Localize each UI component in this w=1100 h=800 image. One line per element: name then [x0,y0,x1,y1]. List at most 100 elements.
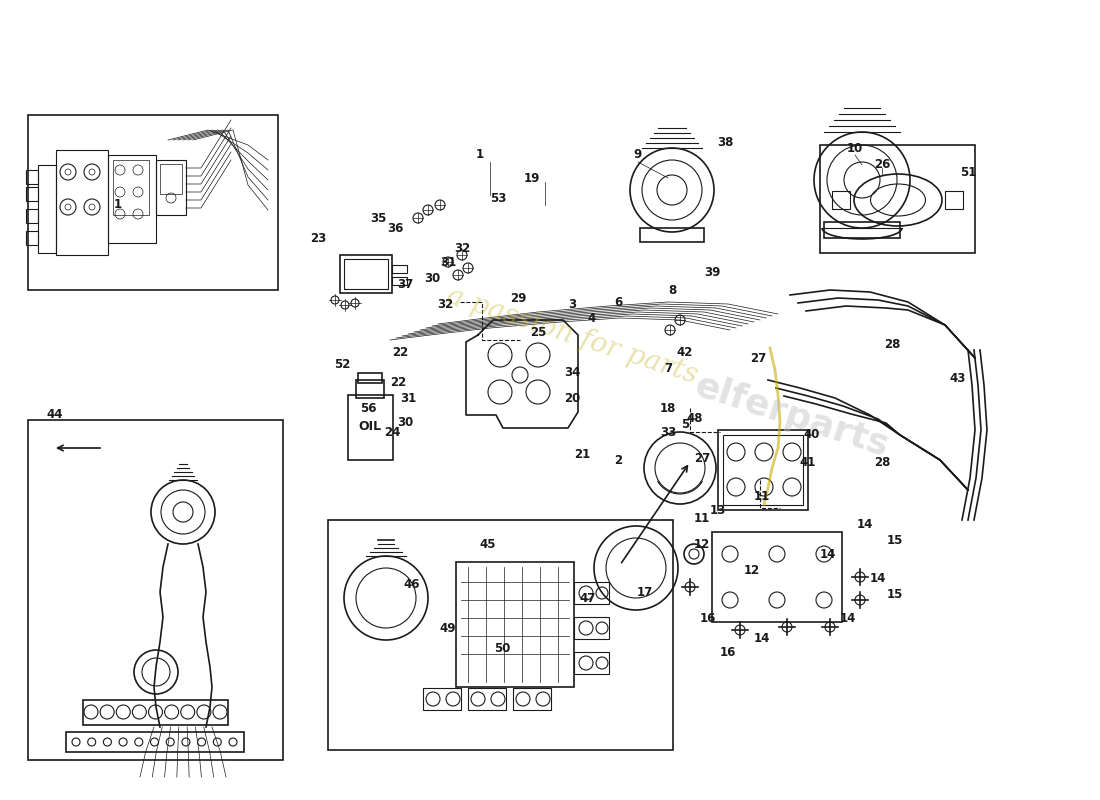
Text: 33: 33 [660,426,676,438]
Text: OIL: OIL [359,421,382,434]
Text: 6: 6 [614,295,623,309]
Bar [160,164,182,194]
Text: elferparts: elferparts [691,369,893,463]
Bar [513,688,551,710]
Text: 49: 49 [440,622,456,634]
Bar [328,520,673,750]
Text: 42: 42 [676,346,693,358]
Bar [712,532,842,622]
Text: 19: 19 [524,171,540,185]
Bar [392,265,407,273]
Text: 14: 14 [870,571,887,585]
Bar [66,732,244,752]
Text: 3: 3 [568,298,576,311]
Text: 7: 7 [664,362,672,374]
Text: 46: 46 [404,578,420,591]
Bar [108,155,156,243]
Bar [28,115,278,290]
Bar [456,562,574,687]
Text: 14: 14 [754,631,770,645]
Bar [82,700,228,725]
Text: 38: 38 [717,135,734,149]
Text: 32: 32 [454,242,470,254]
Bar [28,420,283,760]
Bar [356,380,384,398]
Text: 51: 51 [960,166,976,178]
Text: 22: 22 [389,375,406,389]
Bar [424,688,461,710]
Text: 36: 36 [387,222,404,234]
Text: 24: 24 [384,426,400,438]
Text: 14: 14 [857,518,873,531]
Bar [820,145,975,253]
Bar [26,187,39,201]
Text: 18: 18 [660,402,676,414]
Text: 10: 10 [847,142,864,154]
Bar [26,209,39,223]
Text: 11: 11 [694,511,711,525]
Text: 20: 20 [564,391,580,405]
Bar [718,430,808,510]
Text: 47: 47 [580,591,596,605]
Text: 17: 17 [637,586,653,598]
Text: 41: 41 [800,455,816,469]
Bar [156,160,186,215]
Text: 29: 29 [509,291,526,305]
Text: 56: 56 [360,402,376,414]
Text: 16: 16 [719,646,736,658]
Text: 30: 30 [424,271,440,285]
Text: 16: 16 [700,611,716,625]
Bar [574,652,609,674]
Text: 21: 21 [574,449,590,462]
Text: 31: 31 [400,391,416,405]
Text: 13: 13 [710,503,726,517]
Text: 14: 14 [839,611,856,625]
Bar [392,277,407,285]
Bar [468,688,506,710]
Text: 23: 23 [310,231,326,245]
Text: 44: 44 [46,409,64,422]
Text: 25: 25 [530,326,547,338]
Text: 30: 30 [397,415,414,429]
Text: 50: 50 [494,642,510,654]
Bar [56,150,108,255]
Text: 15: 15 [887,534,903,546]
Text: 5: 5 [681,418,689,431]
Text: 22: 22 [392,346,408,358]
Bar [113,160,148,215]
Text: 53: 53 [490,191,506,205]
Text: 8: 8 [668,283,676,297]
Bar [723,435,803,505]
Bar [344,259,388,289]
Bar [348,395,393,460]
Text: 2: 2 [614,454,623,466]
Text: 39: 39 [704,266,720,278]
Text: 12: 12 [744,563,760,577]
Text: 28: 28 [883,338,900,351]
Text: 34: 34 [564,366,580,378]
Text: 27: 27 [750,351,766,365]
Text: 4: 4 [587,311,596,325]
Bar [640,228,704,242]
Bar [39,165,56,253]
Text: 14: 14 [820,549,836,562]
Text: 1: 1 [114,198,122,211]
Bar [945,191,962,209]
Text: 31: 31 [440,255,456,269]
Text: 27: 27 [694,451,711,465]
Text: 15: 15 [887,589,903,602]
Text: 37: 37 [397,278,414,291]
Text: a passion for parts: a passion for parts [443,282,701,390]
Text: 26: 26 [873,158,890,171]
Text: 11: 11 [754,490,770,502]
Text: 40: 40 [804,429,821,442]
Text: 32: 32 [437,298,453,311]
Bar [358,373,382,383]
Text: 43: 43 [949,371,966,385]
Text: 35: 35 [370,211,386,225]
Text: 9: 9 [634,149,642,162]
Text: 1: 1 [476,149,484,162]
Bar [832,191,850,209]
Text: 48: 48 [686,411,703,425]
Bar [340,255,392,293]
